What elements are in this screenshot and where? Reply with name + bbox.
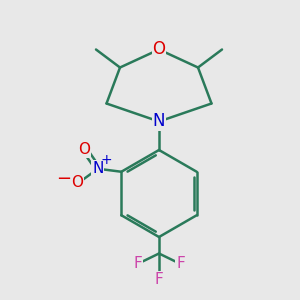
Text: O: O <box>152 40 166 58</box>
Text: O: O <box>71 175 83 190</box>
Text: F: F <box>133 256 142 272</box>
Text: F: F <box>154 272 164 286</box>
Text: −: − <box>56 170 71 188</box>
Text: F: F <box>176 256 185 272</box>
Text: N: N <box>92 161 103 176</box>
Text: O: O <box>78 142 90 157</box>
Text: N: N <box>153 112 165 130</box>
Text: +: + <box>100 153 112 167</box>
